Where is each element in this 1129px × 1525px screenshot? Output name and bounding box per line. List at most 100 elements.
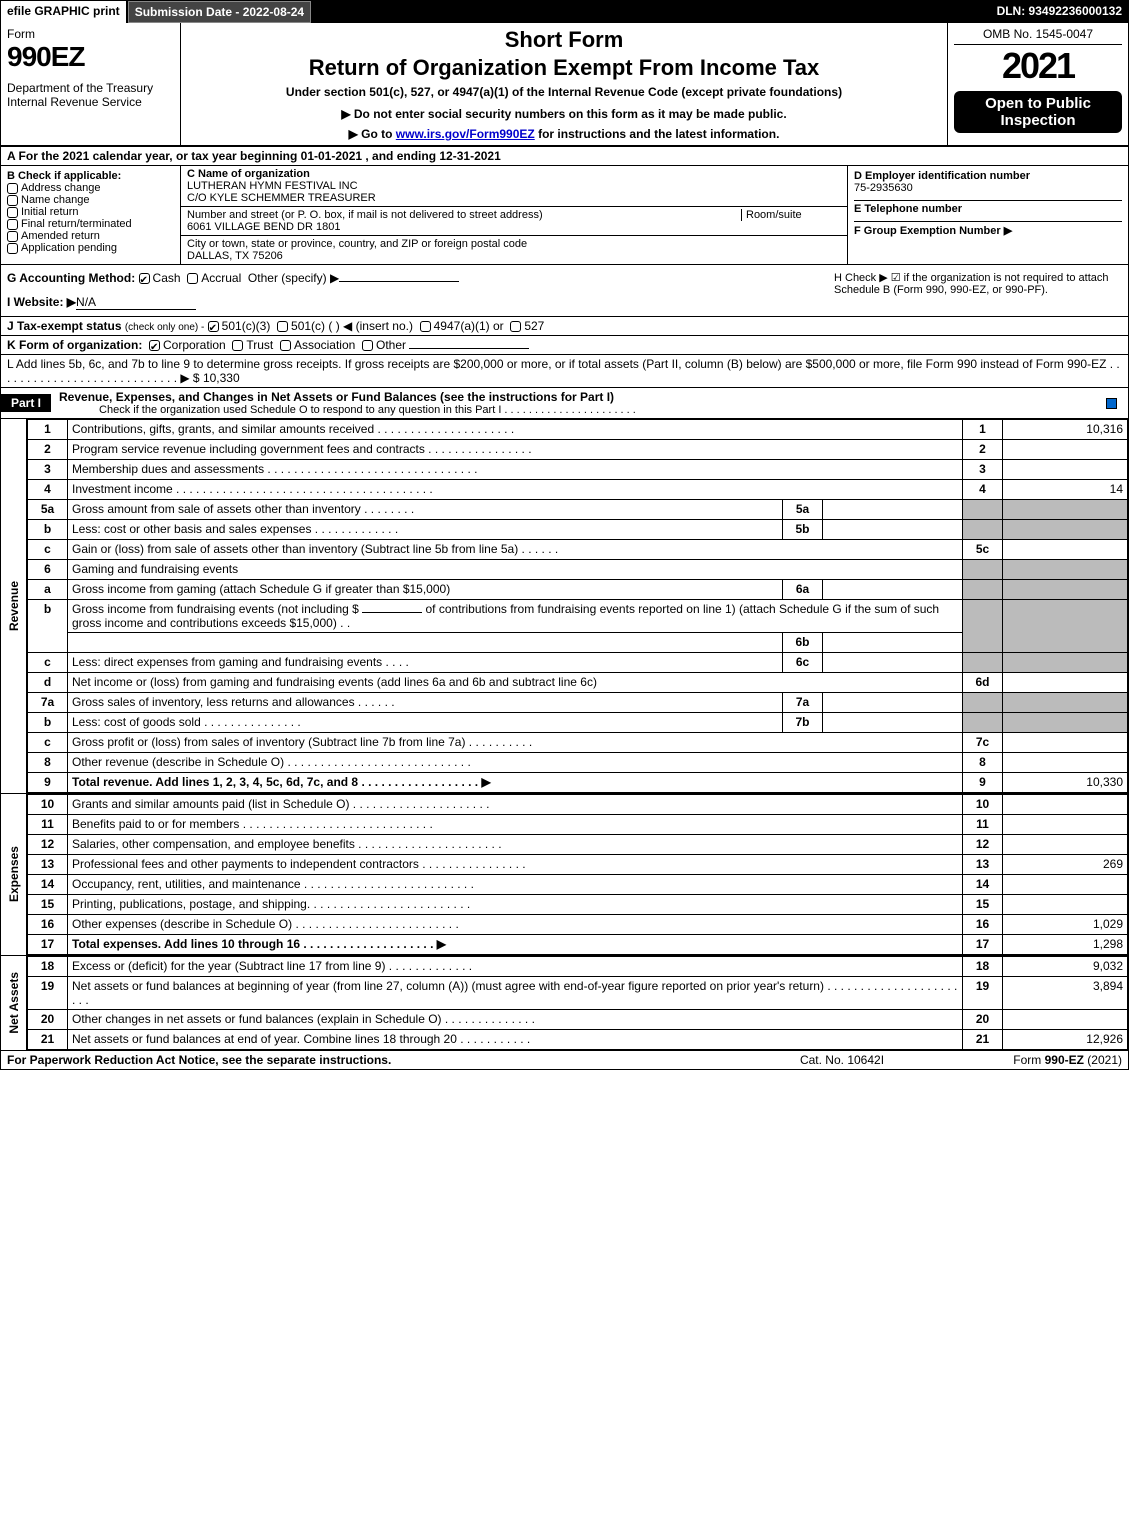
num: 7a [28,693,68,713]
irs-link[interactable]: www.irs.gov/Form990EZ [396,127,535,141]
col: 17 [963,935,1003,955]
amt [1003,795,1128,815]
chk-cash[interactable] [139,273,150,284]
shade [963,713,1003,733]
part1-schedo-check[interactable] [1098,396,1128,410]
col: 12 [963,835,1003,855]
amt: 3,894 [1003,977,1128,1010]
chk-final-return[interactable]: Final return/terminated [7,218,174,230]
text: Gross profit or (loss) from sales of inv… [68,733,963,753]
chk-application-pending[interactable]: Application pending [7,242,174,254]
chk-initial-return[interactable]: Initial return [7,206,174,218]
line-1: 1Contributions, gifts, grants, and simil… [28,420,1128,440]
amt-input[interactable] [362,612,422,613]
chk-label: Name change [21,194,90,206]
chk-corp[interactable] [149,340,160,351]
col: 14 [963,875,1003,895]
revenue-table: 1Contributions, gifts, grants, and simil… [27,419,1128,793]
section-b: B Check if applicable: Address change Na… [1,166,181,264]
part1-title: Revenue, Expenses, and Changes in Net As… [51,388,1098,418]
text: Gross income from gaming (attach Schedul… [68,580,783,600]
g-label: G Accounting Method: [7,271,135,285]
chk-address-change[interactable]: Address change [7,182,174,194]
line-6c: cLess: direct expenses from gaming and f… [28,653,1128,673]
expenses-body: 10Grants and similar amounts paid (list … [27,794,1128,955]
section-b-title: B Check if applicable: [7,170,174,182]
text: Total expenses. Add lines 10 through 16 … [68,935,963,955]
num: 11 [28,815,68,835]
opt-527: 527 [524,319,544,333]
efile-print-label[interactable]: efile GRAPHIC print [1,1,128,23]
text: Investment income . . . . . . . . . . . … [68,480,963,500]
col: 19 [963,977,1003,1010]
line-13: 13Professional fees and other payments t… [28,855,1128,875]
opt-501c3: 501(c)(3) [222,319,271,333]
goto-line: ▶ Go to www.irs.gov/Form990EZ for instru… [187,127,941,141]
text: Printing, publications, postage, and shi… [68,895,963,915]
chk-name-change[interactable]: Name change [7,194,174,206]
city-cell: City or town, state or province, country… [181,236,847,264]
line-15: 15Printing, publications, postage, and s… [28,895,1128,915]
revenue-side-label: Revenue [1,419,27,793]
website-value: N/A [76,295,196,310]
shade [1003,600,1128,653]
num: 3 [28,460,68,480]
k-label: K Form of organization: [7,338,142,352]
expenses-text: Expenses [7,846,21,902]
line-9: 9Total revenue. Add lines 1, 2, 3, 4, 5c… [28,773,1128,793]
num: 8 [28,753,68,773]
chk-527[interactable] [510,321,521,332]
other-org-input[interactable] [409,348,529,349]
num: 1 [28,420,68,440]
t1: Gross income from fundraising events (no… [72,602,359,616]
dln-label: DLN: 93492236000132 [991,1,1128,23]
amt [1003,733,1128,753]
footer-left: For Paperwork Reduction Act Notice, see … [7,1053,742,1067]
chk-501c3[interactable] [208,321,219,332]
block-bcdef: B Check if applicable: Address change Na… [1,166,1128,265]
amt [1003,673,1128,693]
header-center: Short Form Return of Organization Exempt… [181,23,948,145]
chk-assoc[interactable] [280,340,291,351]
num: 21 [28,1030,68,1050]
chk-label: Final return/terminated [21,218,132,230]
line-2: 2Program service revenue including gover… [28,440,1128,460]
col: 20 [963,1010,1003,1030]
j-label: J Tax-exempt status [7,319,122,333]
chk-amended-return[interactable]: Amended return [7,230,174,242]
line-5a: 5aGross amount from sale of assets other… [28,500,1128,520]
line-21: 21Net assets or fund balances at end of … [28,1030,1128,1050]
footer-center: Cat. No. 10642I [742,1053,942,1067]
opt-501c: 501(c) ( ) ◀ (insert no.) [291,319,413,333]
short-form-title: Short Form [187,27,941,53]
text: Gaming and fundraising events [68,560,963,580]
col: 2 [963,440,1003,460]
num: 17 [28,935,68,955]
chk-trust[interactable] [232,340,243,351]
chk-501c[interactable] [277,321,288,332]
chk-other-org[interactable] [362,340,373,351]
text: Net assets or fund balances at beginning… [68,977,963,1010]
empty [68,633,783,653]
num: 19 [28,977,68,1010]
line-6b: bGross income from fundraising events (n… [28,600,1128,633]
chk-accrual[interactable] [187,273,198,284]
j-sub: (check only one) - [125,322,204,333]
chk-4947[interactable] [420,321,431,332]
num: b [28,520,68,540]
text: Gross amount from sale of assets other t… [68,500,783,520]
subval [823,633,963,653]
col: 5c [963,540,1003,560]
num: 18 [28,957,68,977]
line-19: 19Net assets or fund balances at beginni… [28,977,1128,1010]
line-12: 12Salaries, other compensation, and empl… [28,835,1128,855]
row-a-calendar-year: A For the 2021 calendar year, or tax yea… [1,147,1128,166]
opt-corp: Corporation [163,338,226,352]
city-header: City or town, state or province, country… [187,238,841,250]
amt: 10,330 [1003,773,1128,793]
expenses-table: 10Grants and similar amounts paid (list … [27,794,1128,955]
goto-prefix: ▶ Go to [349,127,396,141]
fr-form: 990-EZ [1045,1053,1084,1067]
room-header: Room/suite [741,209,841,221]
other-input[interactable] [339,281,459,282]
